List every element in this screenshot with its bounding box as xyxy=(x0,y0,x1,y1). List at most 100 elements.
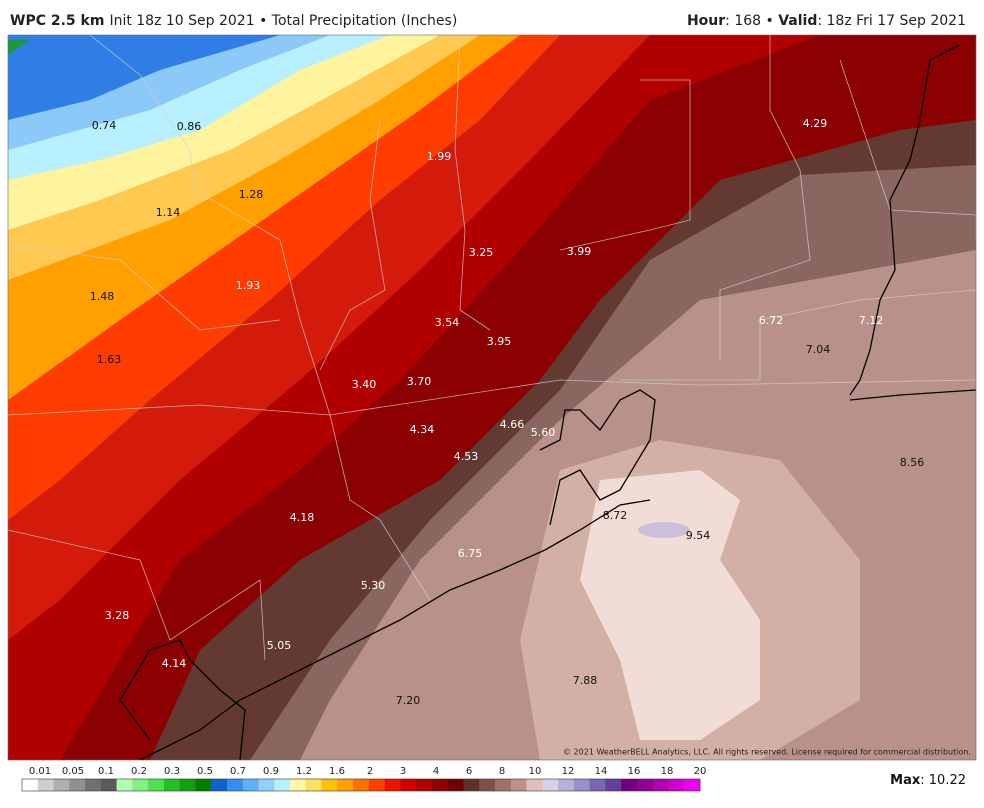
colorbar-frame xyxy=(21,778,701,792)
colorbar-label: 0.01 xyxy=(29,766,51,777)
colorbar-swatch xyxy=(195,779,212,791)
colorbar-swatch xyxy=(384,779,401,791)
hour-key: Hour xyxy=(687,13,725,29)
point-label: 1.93 xyxy=(236,279,261,292)
colorbar-label: 0.3 xyxy=(164,766,180,777)
colorbar-swatch xyxy=(211,779,228,791)
colorbar-label: 0.9 xyxy=(263,766,279,777)
point-label: 3.28 xyxy=(105,609,130,622)
valid-key: Valid xyxy=(778,13,817,29)
header-left: WPC 2.5 km Init 18z 10 Sep 2021 • Total P… xyxy=(10,13,457,29)
colorbar-label: 18 xyxy=(661,766,674,777)
colorbar-swatch xyxy=(542,779,559,791)
colorbar-swatch xyxy=(305,779,322,791)
colorbar-swatch xyxy=(148,779,165,791)
colorbar-swatch xyxy=(558,779,575,791)
colorbar-swatch xyxy=(447,779,464,791)
colorbar-swatch xyxy=(526,779,543,791)
point-label: 7.20 xyxy=(396,694,421,707)
colorbar-swatch xyxy=(242,779,259,791)
run-info: Init 18z 10 Sep 2021 • Total Precipitati… xyxy=(109,13,457,29)
max-value: Max: 10.22 xyxy=(890,773,966,788)
point-label: 8.56 xyxy=(900,456,925,469)
colorbar-label: 12 xyxy=(562,766,575,777)
colorbar-swatch xyxy=(668,779,685,791)
colorbar-swatch xyxy=(321,779,338,791)
point-label: 3.54 xyxy=(435,316,460,329)
colorbar-swatch xyxy=(85,779,102,791)
colorbar-swatch xyxy=(353,779,370,791)
point-label: 1.14 xyxy=(156,206,181,219)
point-label: 1.99 xyxy=(427,150,452,163)
point-label: 0.74 xyxy=(92,119,117,132)
colorbar-swatch xyxy=(400,779,417,791)
colorbar-swatch xyxy=(495,779,512,791)
colorbar-label: 8 xyxy=(499,766,505,777)
colorbar-swatch xyxy=(652,779,669,791)
point-label: 4.14 xyxy=(162,657,187,670)
colorbar-swatch xyxy=(226,779,244,791)
colorbar-swatch xyxy=(53,779,70,791)
point-label: 4.18 xyxy=(290,511,315,524)
colorbar-label: 1.6 xyxy=(329,766,345,777)
colorbar-swatch xyxy=(684,779,701,791)
colorbar-swatch xyxy=(589,779,606,791)
point-label: 8.72 xyxy=(603,509,628,522)
colorbar-swatch xyxy=(479,779,496,791)
colorbar-swatch xyxy=(368,779,385,791)
colorbar-swatch xyxy=(416,779,433,791)
colorbar-label: 0.2 xyxy=(131,766,147,777)
point-label: 6.72 xyxy=(759,314,784,327)
colorbar-swatch xyxy=(337,779,354,791)
point-label: 5.60 xyxy=(531,426,556,439)
colorbar-swatch xyxy=(431,779,449,791)
max-key: Max xyxy=(890,773,921,788)
colorbar-swatch xyxy=(463,779,480,791)
point-label: 3.40 xyxy=(352,378,377,391)
hour-value: : 168 • xyxy=(725,13,778,29)
point-label: 4.53 xyxy=(454,450,479,463)
colorbar-swatch xyxy=(573,779,590,791)
colorbar-swatch xyxy=(290,779,307,791)
point-label: 6.75 xyxy=(458,547,483,560)
point-label: 3.95 xyxy=(487,335,512,348)
max-number: : 10.22 xyxy=(920,773,966,788)
point-label: 1.63 xyxy=(97,353,122,366)
colorbar-swatch xyxy=(22,779,39,791)
colorbar-label: 3 xyxy=(400,766,406,777)
point-label: 3.25 xyxy=(469,246,494,259)
colorbar-swatch xyxy=(163,779,180,791)
colorbar-swatch xyxy=(274,779,291,791)
colorbar-label: 14 xyxy=(595,766,608,777)
colorbar-swatch xyxy=(605,779,622,791)
point-label: 7.04 xyxy=(806,343,831,356)
point-label: 4.34 xyxy=(410,423,435,436)
header-right: Hour: 168 • Valid: 18z Fri 17 Sep 2021 xyxy=(687,13,966,29)
point-label: 1.48 xyxy=(90,290,115,303)
colorbar-swatch xyxy=(116,779,133,791)
point-label: 4.29 xyxy=(803,117,828,130)
point-labels: 0.74 0.86 1.14 1.28 1.48 1.63 1.93 1.99 3.25 3.99… xyxy=(90,117,925,707)
colorbar-label: 20 xyxy=(694,766,707,777)
map-frame xyxy=(7,34,977,761)
colorbar-label: 4 xyxy=(433,766,439,777)
colorbar-label: 0.5 xyxy=(197,766,213,777)
colorbar-label: 16 xyxy=(628,766,641,777)
point-label: 5.30 xyxy=(361,579,386,592)
colorbar-label: 0.7 xyxy=(230,766,246,777)
colorbar-swatch xyxy=(636,779,653,791)
colorbar-swatch xyxy=(510,779,527,791)
point-label: 5.05 xyxy=(267,639,292,652)
precip-field xyxy=(8,35,976,760)
colorbar: 0.01 0.05 0.1 0.2 0.3 0.5 0.7 0.9 1.2 1.6 2 3 4 6 8 10 1… xyxy=(21,766,707,792)
point-label: 4.66 xyxy=(500,418,525,431)
model-name: WPC 2.5 km xyxy=(10,13,104,29)
valid-value: : 18z Fri 17 Sep 2021 xyxy=(817,13,966,29)
colorbar-label: 10 xyxy=(529,766,542,777)
point-label: 7.12 xyxy=(859,314,884,327)
point-label: 9.54 xyxy=(686,529,711,542)
colorbar-label: 0.1 xyxy=(98,766,114,777)
colorbar-swatch xyxy=(258,779,275,791)
